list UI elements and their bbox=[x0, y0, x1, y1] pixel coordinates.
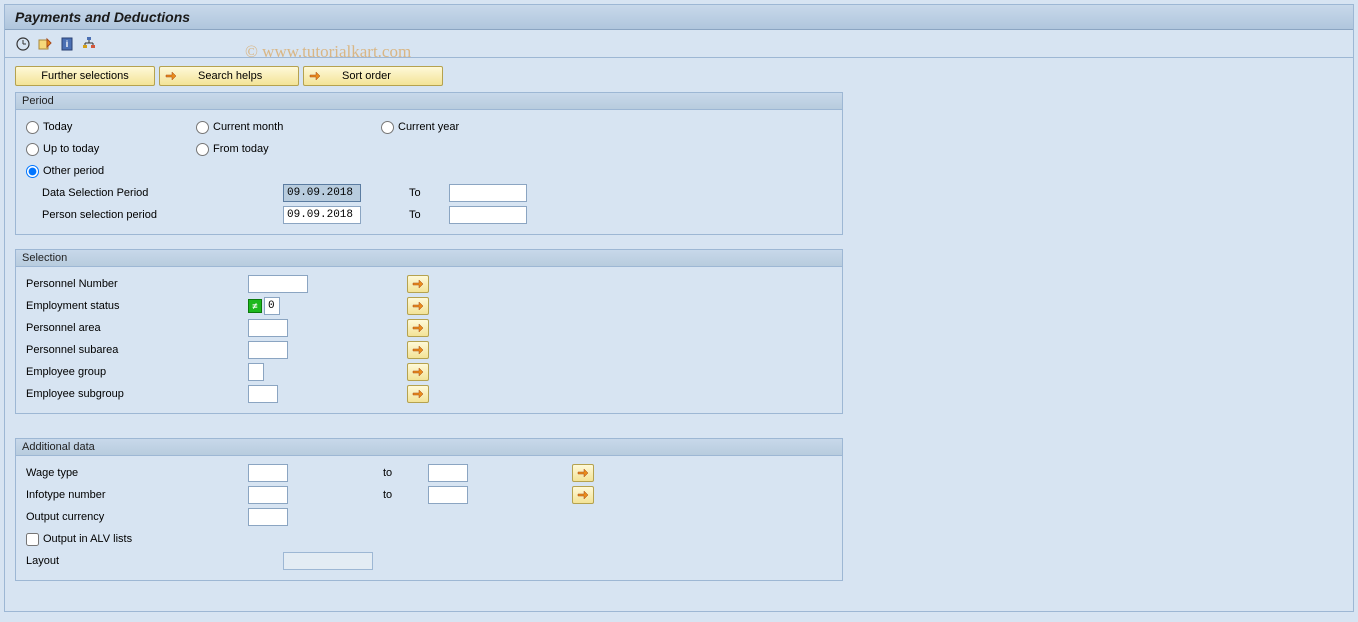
output-alv-checkbox[interactable] bbox=[26, 533, 39, 546]
layout-input bbox=[283, 552, 373, 570]
search-helps-label: Search helps bbox=[198, 70, 262, 82]
person-selection-to-input[interactable] bbox=[449, 206, 527, 224]
multi-select-button[interactable] bbox=[407, 275, 429, 293]
to-label: to bbox=[383, 489, 428, 501]
multi-select-button[interactable] bbox=[407, 385, 429, 403]
multi-select-button[interactable] bbox=[572, 486, 594, 504]
period-group: Period Today Current month Current year … bbox=[15, 92, 843, 235]
output-alv-label: Output in ALV lists bbox=[43, 533, 132, 545]
wage-type-from-input[interactable] bbox=[248, 464, 288, 482]
radio-current-month[interactable]: Current month bbox=[196, 121, 381, 134]
radio-current-year-label: Current year bbox=[398, 121, 459, 133]
toolbar: i bbox=[5, 30, 1353, 58]
to-label: To bbox=[409, 209, 449, 221]
to-label: to bbox=[383, 467, 428, 479]
wage-type-label: Wage type bbox=[26, 467, 248, 479]
multi-select-button[interactable] bbox=[572, 464, 594, 482]
content-area: Further selections Search helps Sort ord… bbox=[5, 58, 1353, 603]
radio-other-period[interactable]: Other period bbox=[26, 165, 104, 178]
personnel-number-label: Personnel Number bbox=[26, 278, 248, 290]
layout-label: Layout bbox=[26, 555, 248, 567]
personnel-number-input[interactable] bbox=[248, 275, 308, 293]
personnel-subarea-input[interactable] bbox=[248, 341, 288, 359]
radio-current-year[interactable]: Current year bbox=[381, 121, 531, 134]
variant-icon[interactable] bbox=[37, 36, 53, 52]
to-label: To bbox=[409, 187, 449, 199]
execute-icon[interactable] bbox=[15, 36, 31, 52]
radio-up-to-today-label: Up to today bbox=[43, 143, 99, 155]
output-currency-input[interactable] bbox=[248, 508, 288, 526]
employee-subgroup-label: Employee subgroup bbox=[26, 388, 248, 400]
wage-type-to-input[interactable] bbox=[428, 464, 468, 482]
org-structure-icon[interactable] bbox=[81, 36, 97, 52]
data-selection-period-label: Data Selection Period bbox=[26, 187, 241, 199]
radio-from-today[interactable]: From today bbox=[196, 143, 381, 156]
radio-today[interactable]: Today bbox=[26, 121, 196, 134]
person-selection-period-label: Person selection period bbox=[26, 209, 241, 221]
selection-group: Selection Personnel Number Employment st… bbox=[15, 249, 843, 414]
data-selection-to-input[interactable] bbox=[449, 184, 527, 202]
radio-today-label: Today bbox=[43, 121, 72, 133]
radio-from-today-label: From today bbox=[213, 143, 269, 155]
radio-up-to-today[interactable]: Up to today bbox=[26, 143, 196, 156]
infotype-to-input[interactable] bbox=[428, 486, 468, 504]
search-helps-button[interactable]: Search helps bbox=[159, 66, 299, 86]
info-icon[interactable]: i bbox=[59, 36, 75, 52]
additional-group-title: Additional data bbox=[16, 439, 842, 456]
employment-status-label: Employment status bbox=[26, 300, 248, 312]
main-panel: Payments and Deductions i © www.tutorial… bbox=[4, 4, 1354, 612]
action-button-row: Further selections Search helps Sort ord… bbox=[15, 66, 1343, 86]
multi-select-button[interactable] bbox=[407, 363, 429, 381]
radio-current-month-label: Current month bbox=[213, 121, 283, 133]
employee-group-input[interactable] bbox=[248, 363, 264, 381]
selection-group-title: Selection bbox=[16, 250, 842, 267]
employee-subgroup-input[interactable] bbox=[248, 385, 278, 403]
sort-order-label: Sort order bbox=[342, 70, 391, 82]
output-currency-label: Output currency bbox=[26, 511, 248, 523]
not-equal-icon[interactable]: ≠ bbox=[248, 299, 262, 313]
personnel-area-label: Personnel area bbox=[26, 322, 248, 334]
page-title: Payments and Deductions bbox=[5, 5, 1353, 30]
period-group-title: Period bbox=[16, 93, 842, 110]
arrow-right-icon bbox=[164, 69, 178, 83]
employee-group-label: Employee group bbox=[26, 366, 248, 378]
sort-order-button[interactable]: Sort order bbox=[303, 66, 443, 86]
additional-group: Additional data Wage type to Infotype nu… bbox=[15, 438, 843, 581]
multi-select-button[interactable] bbox=[407, 297, 429, 315]
personnel-subarea-label: Personnel subarea bbox=[26, 344, 248, 356]
personnel-area-input[interactable] bbox=[248, 319, 288, 337]
further-selections-button[interactable]: Further selections bbox=[15, 66, 155, 86]
multi-select-button[interactable] bbox=[407, 319, 429, 337]
radio-other-period-label: Other period bbox=[43, 165, 104, 177]
multi-select-button[interactable] bbox=[407, 341, 429, 359]
employment-status-input[interactable] bbox=[264, 297, 280, 315]
svg-text:i: i bbox=[66, 39, 69, 49]
infotype-number-label: Infotype number bbox=[26, 489, 248, 501]
data-selection-from-input[interactable] bbox=[283, 184, 361, 202]
arrow-right-icon bbox=[308, 69, 322, 83]
person-selection-from-input[interactable] bbox=[283, 206, 361, 224]
infotype-from-input[interactable] bbox=[248, 486, 288, 504]
